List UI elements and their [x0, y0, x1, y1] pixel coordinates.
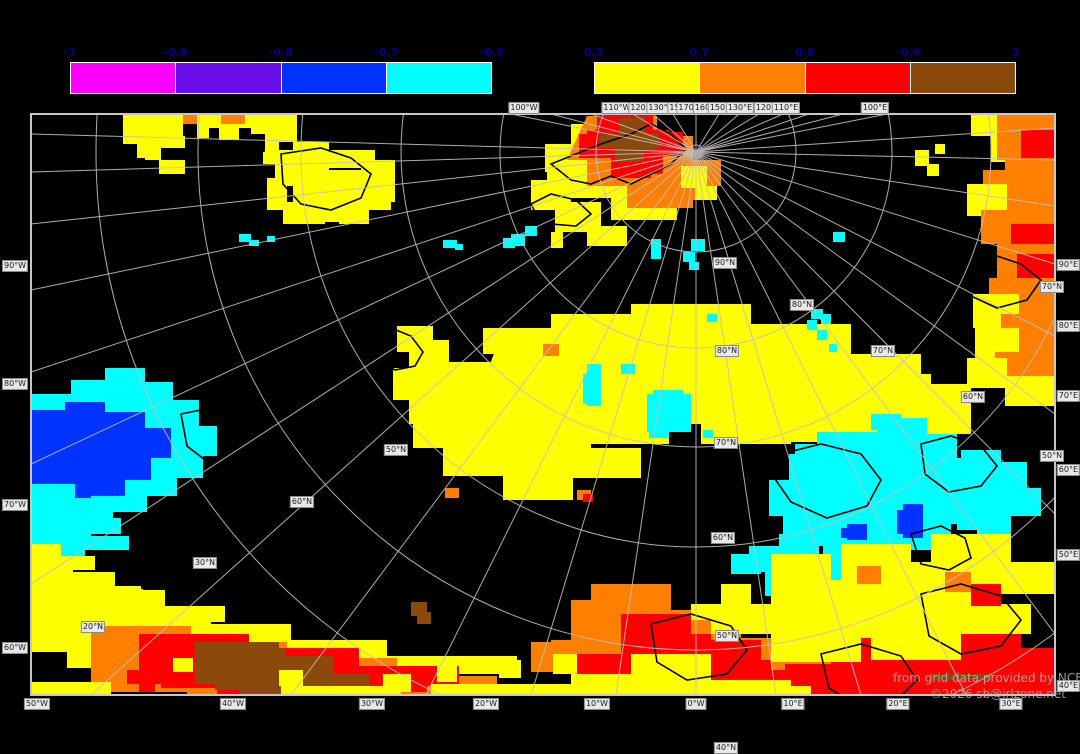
- map-plot-area[interactable]: [30, 113, 1056, 696]
- positive-correlation-colorbar: [594, 62, 1016, 94]
- axis-label-bottom-7: 20°E: [886, 698, 910, 710]
- neg-colorbar-segment-1: [175, 62, 282, 94]
- axis-label-bottom-8: 30°E: [999, 698, 1023, 710]
- neg-colorbar-tick-2: -0.8: [268, 46, 294, 59]
- axis-label-bottom-4: 10°W: [583, 698, 611, 710]
- pos-colorbar-segment-0: [594, 62, 701, 94]
- neg-colorbar-tick-0: -1: [63, 46, 77, 59]
- axis-label-left-2: 70°W: [2, 499, 29, 511]
- neg-colorbar-segment-3: [385, 62, 492, 94]
- pos-colorbar-segment-1: [699, 62, 806, 94]
- axis-label-bottom-2: 30°W: [358, 698, 386, 710]
- axis-label-bottom-0: 50°W: [23, 698, 51, 710]
- neg-colorbar-segment-0: [70, 62, 177, 94]
- axis-label-right-2: 70°E: [1056, 390, 1080, 402]
- axis-label-left-3: 60°W: [2, 642, 29, 654]
- axis-label-bottom-3: 20°W: [472, 698, 500, 710]
- axis-label-left-1: 80°W: [2, 378, 29, 390]
- negative-correlation-colorbar: [70, 62, 492, 94]
- axis-label-right-1: 80°E: [1056, 320, 1080, 332]
- pos-colorbar-tick-3: 0.9: [900, 46, 921, 59]
- map-border: [31, 114, 1055, 695]
- axis-label-right-3: 60°E: [1056, 464, 1080, 476]
- pos-colorbar-segment-3: [909, 62, 1016, 94]
- axis-label-right-0: 90°E: [1056, 259, 1080, 271]
- axis-label-left-0: 90°W: [2, 260, 29, 272]
- neg-colorbar-segment-2: [280, 62, 387, 94]
- negative-colorbar-ticks: -1 -0.9 -0.8 -0.7 -0.5: [64, 46, 504, 60]
- axis-label-bottom-6: 10°E: [781, 698, 805, 710]
- coastline-layer: [180, 123, 1043, 695]
- axis-label-bottom-5: 0°W: [685, 698, 707, 710]
- graticule-layer: [31, 114, 1055, 695]
- axis-label-bottom-1: 40°W: [219, 698, 247, 710]
- axis-label-right-4: 50°E: [1056, 549, 1080, 561]
- neg-colorbar-tick-4: -0.5: [479, 46, 505, 59]
- neg-colorbar-tick-3: -0.7: [374, 46, 399, 59]
- pos-colorbar-tick-1: 0.7: [689, 46, 710, 59]
- map-canvas: [31, 114, 1055, 695]
- climate-map-page: -1 -0.9 -0.8 -0.7 -0.5 0.5 0.7 0.8 0.9 1: [2, 46, 1080, 754]
- pos-colorbar-tick-4: 1: [1012, 46, 1020, 59]
- axis-label-right-5: 40°E: [1056, 680, 1080, 692]
- pos-colorbar-tick-0: 0.5: [584, 46, 604, 59]
- pos-colorbar-tick-2: 0.8: [795, 46, 815, 59]
- axis-label-inner-12: 40°N: [713, 742, 739, 754]
- pos-colorbar-segment-2: [804, 62, 911, 94]
- positive-colorbar-ticks: 0.5 0.7 0.8 0.9 1: [584, 46, 1020, 60]
- neg-colorbar-tick-1: -0.9: [163, 46, 188, 59]
